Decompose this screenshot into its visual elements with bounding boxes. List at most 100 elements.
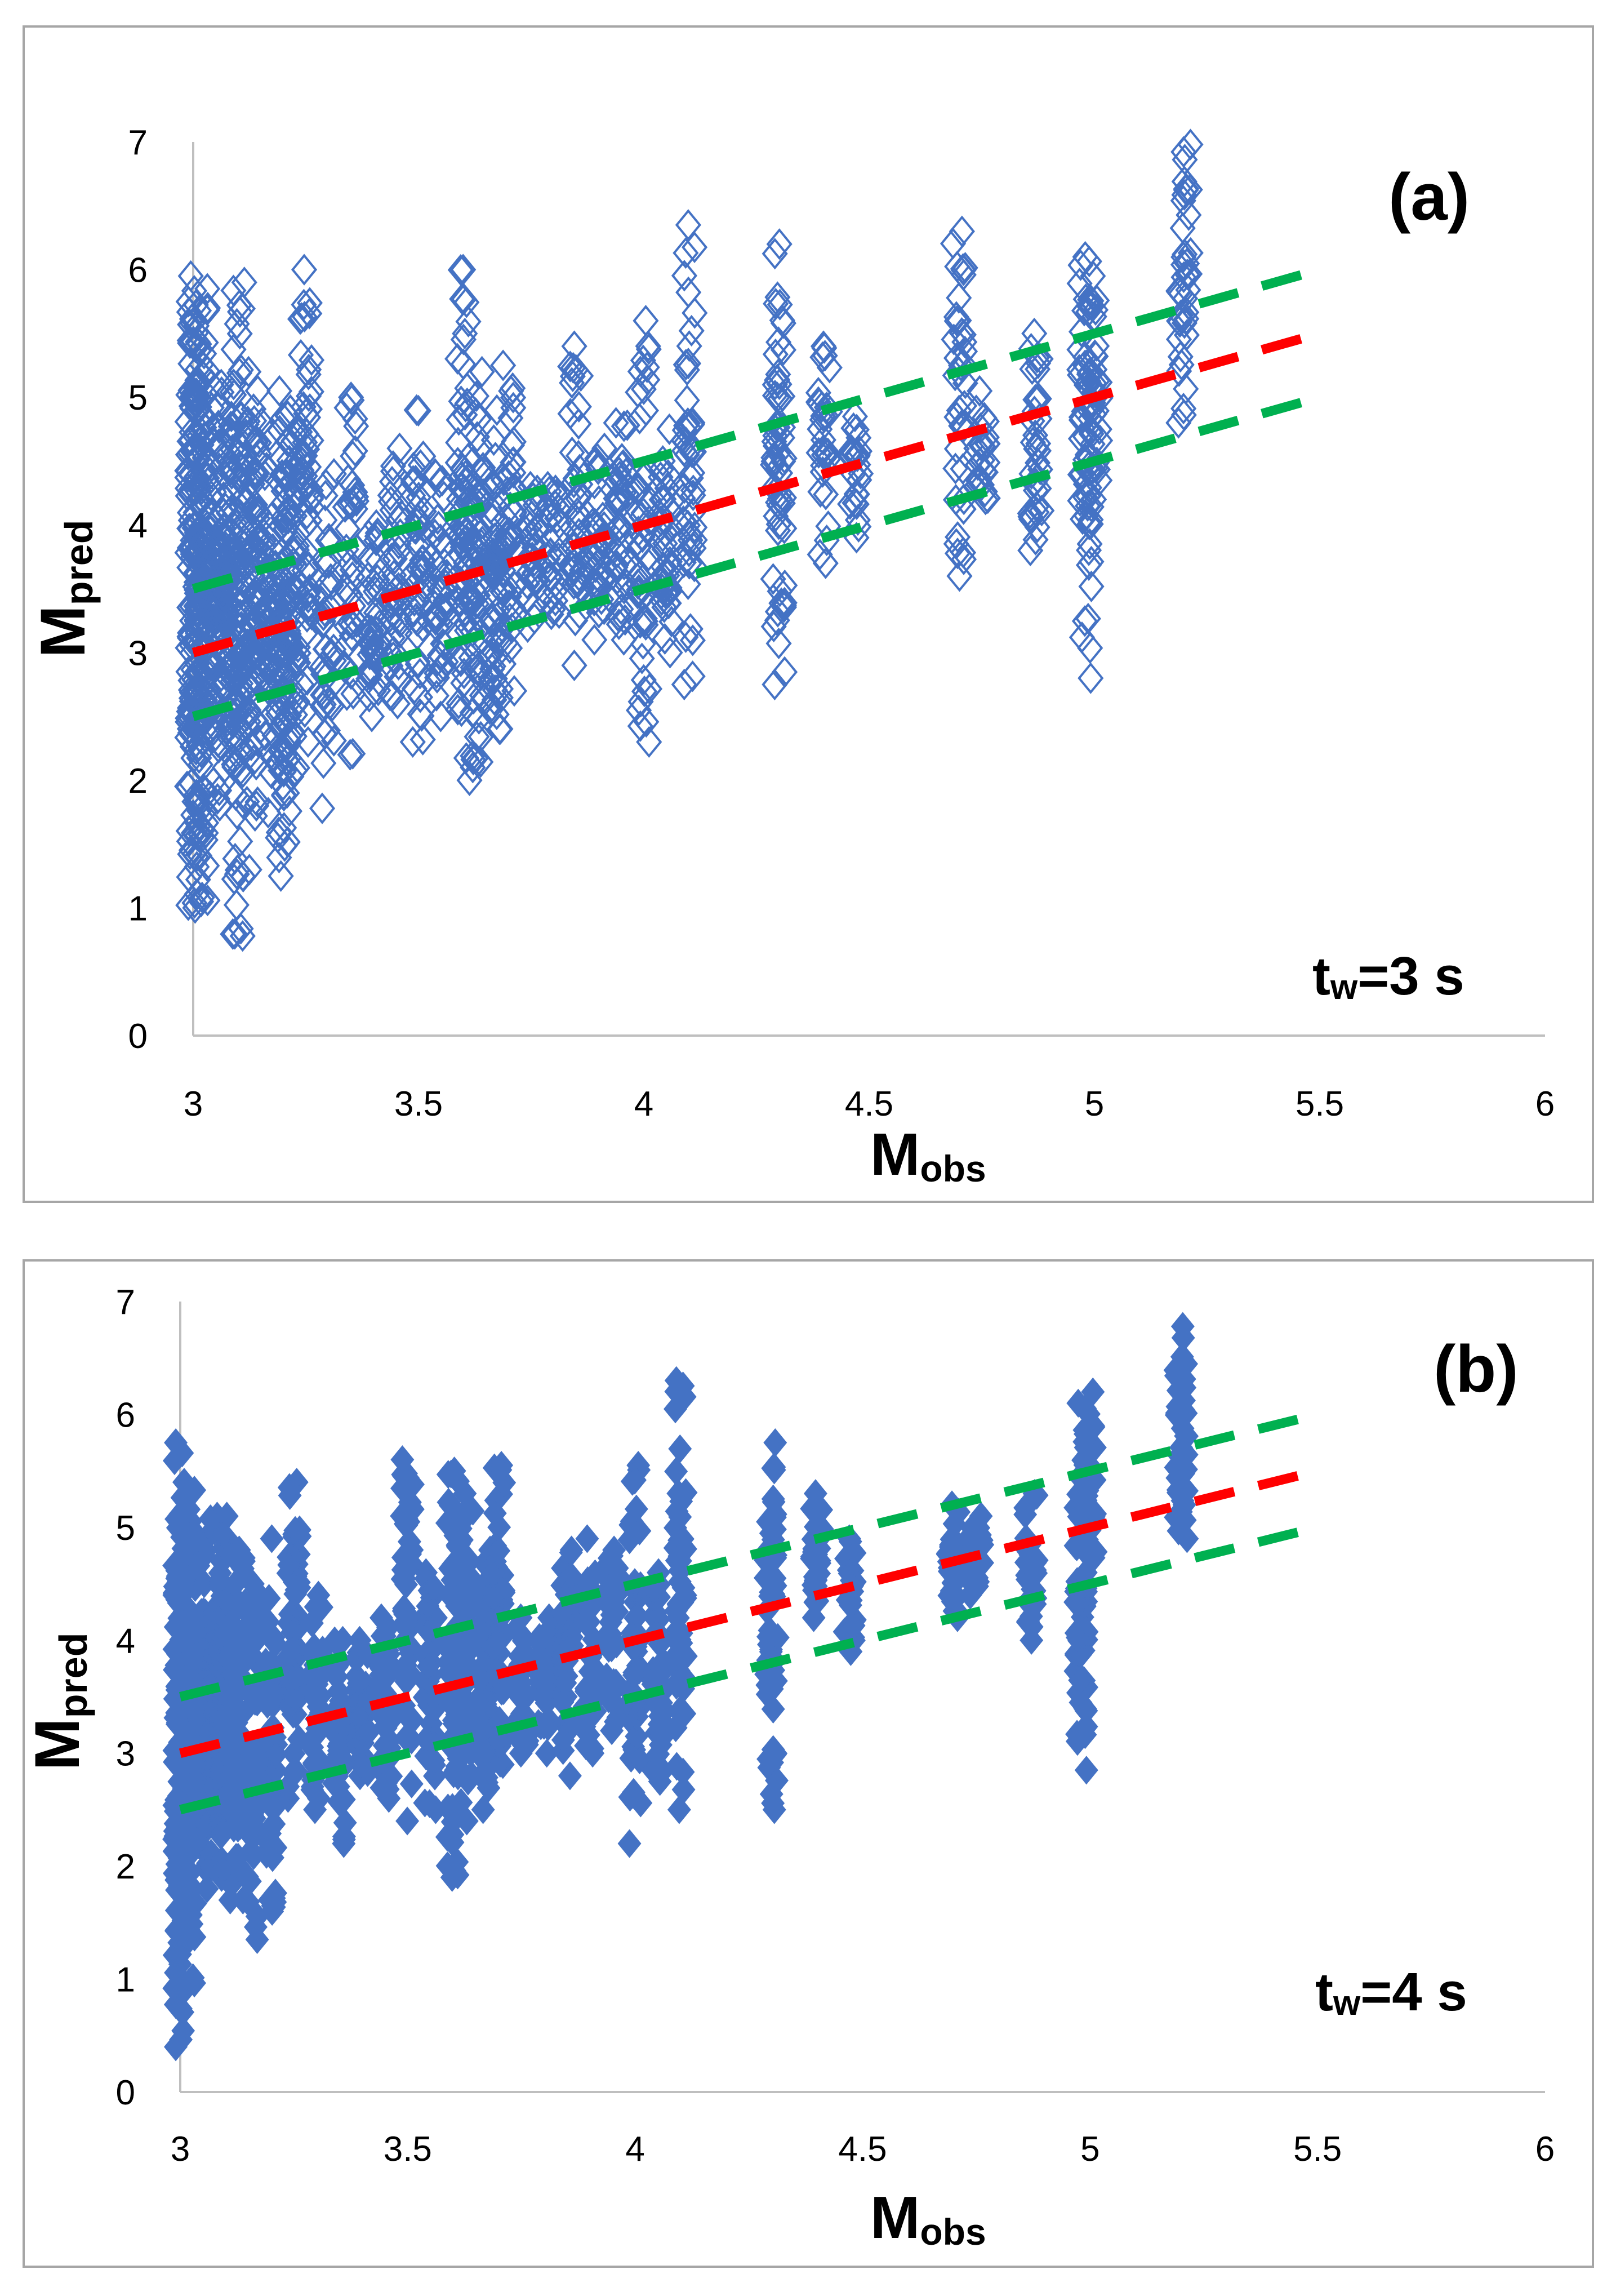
scatter-point	[950, 536, 977, 569]
scatter-point	[378, 605, 404, 637]
scatter-point	[220, 368, 247, 401]
scatter-point	[952, 367, 978, 399]
x-tick-label: 3	[171, 2130, 190, 2169]
scatter-point	[186, 1551, 211, 1580]
scatter-point	[617, 1829, 642, 1858]
panel-label-a: (a)	[1388, 160, 1470, 234]
scatter-point	[289, 474, 315, 507]
scatter-point	[424, 611, 451, 643]
scatter-point	[1173, 319, 1200, 351]
scatter-point	[582, 536, 609, 568]
scatter-point	[611, 624, 637, 656]
scatter-point	[594, 1621, 618, 1650]
scatter-point	[810, 424, 836, 456]
scatter-point	[379, 465, 406, 498]
scatter-point	[219, 530, 246, 562]
scatter-point	[310, 747, 337, 779]
scatter-point	[225, 439, 252, 471]
scatter-point	[206, 774, 233, 807]
scatter-point	[195, 1874, 219, 1903]
scatter-point	[1087, 464, 1113, 496]
scatter-point	[424, 661, 451, 694]
x-tick-label: 3.5	[384, 2130, 432, 2169]
scatter-point	[604, 487, 631, 519]
scatter-point	[380, 641, 407, 673]
x-tick-label: 5	[1085, 1085, 1104, 1123]
scatter-point	[765, 508, 792, 540]
scatter-point	[213, 1587, 237, 1616]
y-axis-title-b: Mpred	[22, 1633, 95, 1771]
y-tick-label: 0	[116, 2073, 135, 2112]
scatter-point	[408, 700, 435, 732]
scatter-point	[373, 1679, 398, 1708]
scatter-point	[194, 850, 220, 882]
scatter-point	[416, 1652, 440, 1681]
scatter-point	[1066, 1588, 1090, 1618]
scatter-point	[398, 1638, 422, 1668]
scatter-point	[561, 330, 587, 362]
scatter-point	[198, 368, 225, 401]
scatter-point	[561, 649, 587, 682]
scatter-point	[1067, 249, 1094, 281]
scatter-point	[452, 317, 478, 350]
scatter-point	[464, 421, 491, 453]
scatter-point	[455, 305, 482, 337]
scatter-point	[422, 598, 449, 630]
scatter-point	[460, 744, 487, 776]
scatter-point	[463, 380, 490, 412]
scatter-point	[282, 754, 308, 787]
scatter-point	[226, 289, 252, 321]
scatter-point	[604, 1707, 628, 1737]
scatter-point	[967, 412, 994, 445]
scatter-point	[469, 356, 495, 388]
scatter-point	[340, 678, 367, 710]
scatter-point	[681, 231, 708, 264]
scatter-point	[423, 680, 450, 712]
x-tick-label: 5.5	[1293, 2130, 1342, 2169]
scatter-point	[182, 892, 208, 924]
scatter-point	[635, 488, 661, 520]
scatter-point	[1077, 632, 1103, 664]
scatter-point	[673, 349, 699, 381]
scatter-point	[480, 650, 506, 682]
scatter-point	[487, 1536, 511, 1565]
scatter-point	[462, 397, 489, 429]
scatter-point	[763, 1503, 787, 1532]
scatter-point	[671, 668, 697, 701]
scatter-point	[296, 353, 322, 386]
scatter-point	[1076, 528, 1103, 560]
scatter-point	[181, 887, 208, 919]
scatter-point	[1170, 399, 1197, 431]
scatter-point	[770, 334, 797, 366]
scatter-point	[288, 454, 315, 486]
scatter-point	[486, 1627, 510, 1657]
scatter-point	[337, 739, 363, 771]
scatter-point	[218, 400, 244, 433]
scatter-point	[184, 851, 210, 883]
scatter-point	[538, 1707, 562, 1736]
scatter-point	[276, 742, 302, 774]
scatter-point	[586, 545, 613, 578]
scatter-point	[627, 710, 653, 742]
scatter-point	[226, 296, 253, 328]
scatter-point	[343, 410, 370, 442]
scatter-point	[423, 1761, 447, 1791]
scatter-point	[1084, 330, 1110, 362]
scatter-point	[647, 461, 674, 494]
scatter-point	[1174, 1422, 1198, 1451]
scatter-point	[1078, 285, 1105, 317]
scatter-point	[800, 1494, 824, 1524]
scatter-point	[279, 1634, 304, 1663]
scatter-point	[355, 663, 382, 695]
scatter-point	[175, 286, 202, 318]
scatter-point	[845, 510, 872, 543]
scatter-point	[668, 1434, 692, 1463]
panel-a-chart: 3 3.5 4 4.5 5 5.5 6 0 1 2 3 4 5 6 7 Mobs Mpred (a) tw=3 s	[28, 123, 1555, 1189]
scatter-point	[381, 543, 408, 575]
scatter-point	[291, 288, 317, 321]
scatter-point	[287, 303, 314, 335]
scatter-point	[399, 726, 426, 758]
scatter-point	[340, 738, 366, 770]
scatter-point	[423, 549, 449, 581]
scatter-point	[210, 481, 237, 513]
